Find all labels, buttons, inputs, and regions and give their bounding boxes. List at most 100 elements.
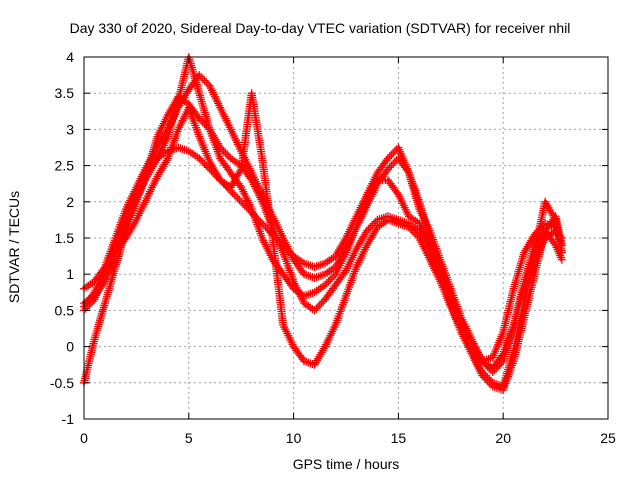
y-tick-label: 3.5	[55, 85, 75, 101]
trace-marker	[411, 230, 420, 239]
trace-marker	[159, 162, 168, 171]
trace-marker	[353, 242, 362, 251]
trace-marker	[107, 254, 116, 263]
data-point	[100, 266, 109, 275]
y-tick-label: 4	[66, 49, 74, 65]
data-point	[226, 183, 235, 192]
trace-marker	[314, 354, 323, 363]
data-point	[321, 281, 330, 290]
y-tick-label: 1	[66, 266, 74, 282]
trace-marker	[160, 160, 169, 169]
trace-marker	[152, 156, 161, 165]
trace-marker	[389, 159, 398, 168]
trace-marker	[109, 252, 118, 261]
trace-marker	[103, 262, 112, 271]
trace-marker	[493, 362, 502, 371]
data-point	[362, 226, 371, 235]
data-point	[488, 367, 497, 376]
x-tick-label: 15	[391, 430, 407, 446]
trace-marker	[149, 160, 158, 169]
trace-marker	[474, 361, 483, 370]
trace-marker	[385, 152, 394, 161]
trace-marker	[470, 353, 479, 362]
trace-marker	[479, 369, 488, 378]
trace-marker	[360, 230, 369, 239]
data-point	[478, 357, 487, 366]
trace-marker	[468, 351, 477, 360]
trace-marker	[410, 228, 419, 237]
trace-marker	[227, 181, 236, 190]
trace-marker	[387, 150, 396, 159]
trace-marker	[481, 371, 490, 380]
trace-marker	[546, 207, 555, 216]
trace-marker	[230, 177, 239, 186]
trace-marker	[364, 239, 373, 248]
trace-marker	[315, 300, 324, 309]
y-tick-label: -1	[62, 411, 75, 427]
trace-marker	[522, 244, 531, 253]
trace-marker	[548, 209, 557, 218]
data-point	[195, 154, 204, 163]
trace-marker	[525, 238, 534, 247]
trace-marker	[144, 170, 153, 179]
trace-marker	[161, 158, 170, 167]
trace-marker	[328, 273, 337, 282]
trace-marker	[408, 226, 417, 235]
trace-marker	[231, 175, 240, 184]
trace-marker	[162, 156, 171, 165]
trace-marker	[368, 221, 377, 230]
trace-marker	[156, 166, 165, 175]
trace-marker	[543, 201, 552, 210]
trace-marker	[147, 164, 156, 173]
data-point	[195, 71, 204, 80]
trace-marker	[223, 150, 232, 159]
trace-marker	[238, 199, 247, 208]
trace-marker	[332, 250, 341, 259]
y-tick-label: -0.5	[50, 375, 74, 391]
y-tick-label: 2.5	[55, 158, 75, 174]
y-tick-label: 1.5	[55, 230, 75, 246]
trace-marker	[403, 167, 412, 176]
trace-marker	[475, 353, 484, 362]
trace-marker	[146, 166, 155, 175]
trace-marker	[322, 279, 331, 288]
trace-marker	[365, 237, 374, 246]
trace-marker	[521, 246, 530, 255]
trace-marker	[151, 158, 160, 167]
data-point	[557, 255, 566, 264]
trace-marker	[236, 167, 245, 176]
trace-marker	[355, 238, 364, 247]
trace-marker	[523, 242, 532, 251]
trace-marker	[314, 302, 323, 311]
trace-marker	[367, 233, 376, 242]
trace-marker	[125, 227, 134, 236]
trace-marker	[206, 159, 215, 168]
trace-marker	[259, 221, 268, 230]
trace-marker	[228, 188, 237, 197]
tick-layer: -1 -0.5 0 0.5 1 1.5 2 2.5 3 3.5 4 0 5 10 15 20 25	[50, 49, 616, 446]
trace-marker	[311, 358, 320, 367]
trace-marker	[230, 190, 239, 199]
trace-marker	[232, 173, 241, 182]
trace-marker	[317, 348, 326, 357]
trace-marker	[335, 246, 344, 255]
trace-marker	[155, 168, 164, 177]
trace-marker	[197, 72, 206, 81]
trace-marker	[358, 234, 367, 243]
trace-marker	[198, 157, 207, 166]
trace-marker	[104, 260, 113, 269]
data-point	[237, 197, 246, 206]
trace-marker	[324, 277, 333, 286]
trace-marker	[544, 203, 553, 212]
trace-marker	[131, 217, 140, 226]
series-track-4	[80, 53, 566, 376]
trace-marker	[542, 199, 551, 208]
trace-marker	[127, 223, 136, 232]
trace-marker	[318, 346, 327, 355]
trace-marker	[315, 352, 324, 361]
trace-marker	[198, 118, 207, 127]
data-point	[404, 223, 413, 232]
trace-marker	[485, 375, 494, 384]
trace-marker	[233, 171, 242, 180]
data-point	[383, 165, 392, 174]
